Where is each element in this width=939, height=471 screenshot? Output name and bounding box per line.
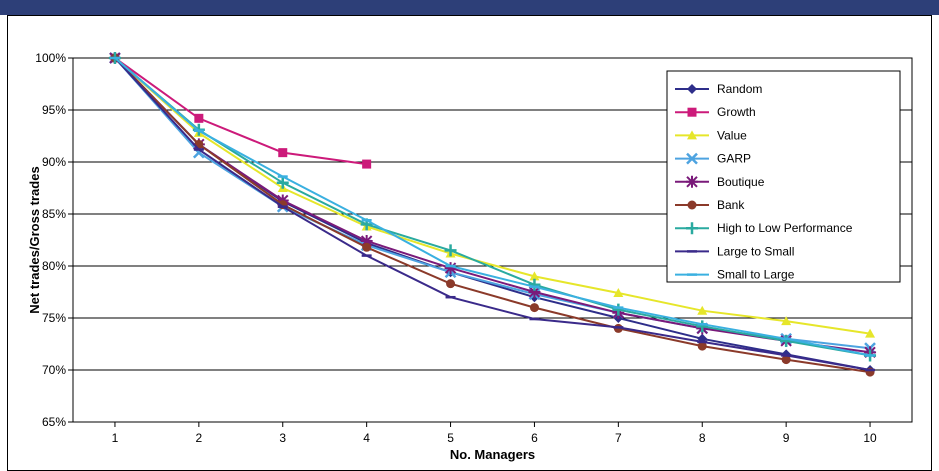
x-tick-label: 7	[615, 431, 622, 445]
x-axis-title: No. Managers	[450, 447, 535, 462]
y-tick-label: 65%	[42, 415, 66, 429]
y-tick-label: 80%	[42, 259, 66, 273]
legend-label: Bank	[717, 198, 745, 212]
marker-triangle	[697, 305, 708, 315]
marker-plus	[686, 222, 698, 235]
x-tick-label: 6	[531, 431, 538, 445]
y-tick-label: 95%	[42, 103, 66, 117]
marker-asterisk	[686, 175, 698, 188]
legend-item: Small to Large	[675, 268, 795, 282]
marker-circle	[697, 341, 707, 351]
series-line	[114, 57, 871, 357]
marker-square	[362, 159, 372, 169]
series-line	[114, 57, 871, 335]
marker-circle	[362, 242, 372, 252]
marker-triangle	[529, 271, 540, 281]
marker-triangle	[687, 130, 697, 140]
marker-plus	[780, 334, 793, 347]
legend-item: Value	[675, 128, 747, 142]
x-tick-label: 1	[112, 431, 119, 445]
marker-circle	[446, 279, 456, 289]
y-tick-label: 70%	[42, 363, 66, 377]
legend-item: Random	[675, 82, 762, 96]
marker-square	[194, 113, 204, 123]
legend-item: Boutique	[675, 175, 765, 189]
legend-item: Bank	[675, 198, 745, 212]
marker-plus	[444, 244, 457, 257]
legend-label: Small to Large	[717, 268, 795, 282]
marker-x	[686, 152, 698, 165]
marker-plus	[276, 176, 289, 189]
marker-square	[687, 107, 697, 117]
series-line	[114, 57, 871, 354]
series-line	[114, 57, 871, 357]
legend-label: High to Low Performance	[717, 221, 853, 235]
legend-label: Large to Small	[717, 244, 794, 258]
legend-item: GARP	[675, 152, 751, 166]
x-tick-label: 9	[783, 431, 790, 445]
marker-triangle	[781, 316, 792, 326]
marker-diamond	[687, 84, 697, 94]
header-bar	[0, 0, 939, 15]
marker-circle	[529, 303, 539, 313]
legend-item: Growth	[675, 105, 756, 119]
x-tick-label: 2	[196, 431, 203, 445]
legend-label: Value	[717, 128, 747, 142]
y-tick-label: 75%	[42, 311, 66, 325]
marker-square	[278, 148, 288, 158]
legend-label: Growth	[717, 105, 756, 119]
marker-plus	[612, 303, 625, 316]
marker-asterisk	[444, 262, 457, 275]
marker-asterisk	[528, 286, 541, 298]
legend-label: GARP	[717, 152, 751, 166]
x-tick-label: 4	[363, 431, 370, 445]
series-line	[114, 57, 871, 374]
x-tick-label: 10	[863, 431, 877, 445]
legend-item: Large to Small	[675, 244, 794, 258]
marker-asterisk	[360, 235, 373, 248]
marker-triangle	[613, 288, 624, 298]
marker-triangle	[865, 328, 876, 338]
series-small-to-large	[109, 56, 876, 357]
marker-circle	[781, 355, 791, 365]
x-tick-label: 5	[447, 431, 454, 445]
y-tick-label: 85%	[42, 207, 66, 221]
legend-box	[666, 70, 901, 283]
marker-circle	[687, 200, 697, 210]
y-axis-title: Net trades/Gross trades	[27, 166, 42, 313]
marker-plus	[528, 278, 541, 291]
x-tick-label: 8	[699, 431, 706, 445]
x-tick-label: 3	[279, 431, 286, 445]
legend-label: Random	[717, 82, 762, 96]
series-line	[114, 57, 367, 166]
series-line	[114, 57, 871, 371]
series-value	[109, 53, 876, 338]
legend-item: High to Low Performance	[675, 221, 853, 235]
y-tick-label: 90%	[42, 155, 66, 169]
marker-plus	[696, 320, 709, 333]
y-tick-label: 100%	[35, 51, 66, 65]
legend-label: Boutique	[717, 175, 765, 189]
